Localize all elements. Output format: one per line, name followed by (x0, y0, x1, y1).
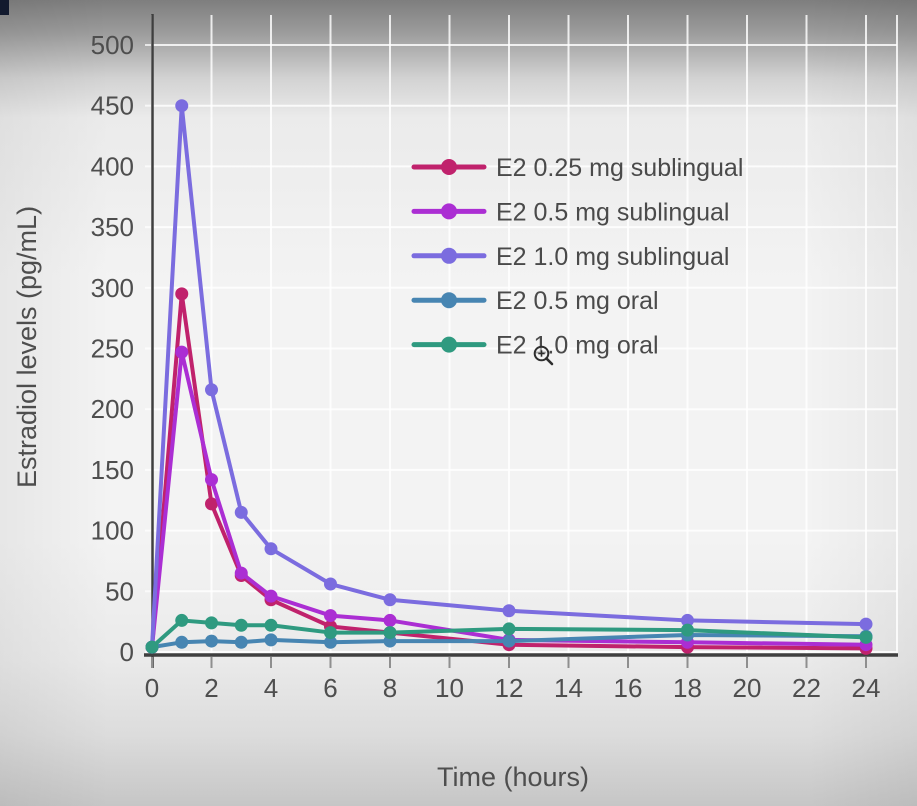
series-layer (145, 99, 873, 655)
data-point (324, 577, 337, 591)
data-point (383, 613, 397, 627)
y-tick-label: 350 (91, 212, 134, 242)
y-tick-label: 150 (91, 455, 134, 485)
x-tick-label: 24 (852, 673, 881, 703)
grid-layer (145, 15, 898, 655)
legend-item-e2-0-25-mg-sublingual: E2 0.25 mg sublingual (411, 154, 743, 182)
zoom-cursor-icon (533, 345, 554, 366)
x-tick-label: 14 (554, 673, 583, 703)
legend-label: E2 1.0 mg sublingual (496, 243, 729, 271)
data-point (205, 473, 218, 487)
x-tick-label: 12 (495, 673, 524, 703)
y-tick-label: 200 (91, 394, 134, 424)
x-tick-label: 22 (792, 673, 821, 703)
legend-item-e2-1-0-mg-sublingual: E2 1.0 mg sublingual (411, 243, 729, 271)
x-axis-title: Time (hours) (437, 762, 589, 792)
legend-label: E2 0.5 mg oral (496, 287, 659, 315)
y-tick-label: 300 (91, 273, 134, 303)
data-point (205, 383, 218, 397)
legend-item-e2-1-0-mg-oral: E2 1.0 mg oral (411, 332, 659, 360)
data-point (205, 497, 218, 511)
legend-marker (441, 247, 457, 264)
legend-label: E2 1.0 mg oral (496, 332, 659, 360)
legend: E2 0.25 mg sublingual E2 0.5 mg sublingua… (411, 154, 743, 360)
y-tick-label: 500 (91, 30, 134, 60)
x-tick-label: 6 (323, 673, 337, 703)
y-tick-label: 250 (91, 334, 134, 364)
data-point (175, 345, 189, 359)
legend-item-e2-0-5-mg-sublingual: E2 0.5 mg sublingual (411, 198, 729, 226)
data-point (264, 633, 278, 647)
data-point (324, 626, 337, 640)
data-point (502, 604, 516, 618)
data-point (205, 634, 218, 648)
y-tick-label: 0 (120, 637, 134, 667)
y-tick-label: 400 (91, 151, 134, 181)
legend-marker (441, 203, 457, 220)
legend-label: E2 0.5 mg sublingual (496, 198, 729, 226)
data-point (383, 593, 397, 607)
x-tick-label: 4 (264, 673, 278, 703)
data-point (234, 566, 248, 580)
data-point (681, 613, 694, 627)
legend-label: E2 0.25 mg sublingual (496, 154, 743, 182)
y-tick-label: 50 (105, 576, 134, 606)
data-point (681, 623, 694, 637)
x-tick-label: 10 (435, 673, 464, 703)
data-point (234, 635, 248, 649)
corner-artifact (0, 0, 9, 15)
series-line-e2-0-25-mg-sublingual (150, 291, 868, 651)
y-axis-title: Estradiol levels (pg/mL) (12, 206, 42, 488)
data-point (383, 626, 397, 640)
legend-marker (441, 292, 457, 309)
data-point (175, 287, 189, 301)
x-tick-label: 20 (733, 673, 762, 703)
tick-label-layer: 0 2 4 6 8 10 12 14 16 18 20 22 240501001502002503003… (91, 30, 881, 703)
series-line-e2-1-0-mg-oral (150, 618, 868, 650)
data-point (502, 622, 516, 636)
data-point (205, 616, 218, 630)
data-point (175, 99, 189, 113)
legend-marker (441, 159, 457, 175)
series-line-e2-0-5-mg-sublingual (150, 350, 868, 650)
x-tick-label: 16 (614, 673, 643, 703)
data-point (234, 505, 248, 519)
x-tick-label: 0 (145, 673, 159, 703)
legend-item-e2-0-5-mg-oral: E2 0.5 mg oral (411, 287, 659, 315)
data-point (234, 618, 248, 632)
data-point (175, 613, 189, 627)
data-point (264, 542, 278, 556)
data-point (502, 634, 516, 648)
x-tick-label: 18 (673, 673, 702, 703)
series-e2-1-0-mg-oral (145, 613, 873, 654)
y-tick-label: 450 (91, 91, 134, 121)
data-point (264, 589, 278, 603)
data-point (324, 635, 337, 649)
x-tick-label: 8 (383, 673, 397, 703)
legend-marker (441, 336, 457, 353)
series-line-e2-0-5-mg-oral (150, 633, 868, 650)
data-point (145, 640, 159, 654)
data-point (324, 609, 337, 623)
data-point (859, 617, 873, 631)
y-tick-label: 100 (91, 516, 134, 546)
data-point (264, 618, 278, 632)
series-line-e2-1-0-mg-sublingual (150, 103, 868, 650)
data-point (175, 635, 189, 649)
x-tick-label: 2 (204, 673, 218, 703)
axis-layer (144, 14, 898, 668)
data-point (859, 630, 873, 644)
